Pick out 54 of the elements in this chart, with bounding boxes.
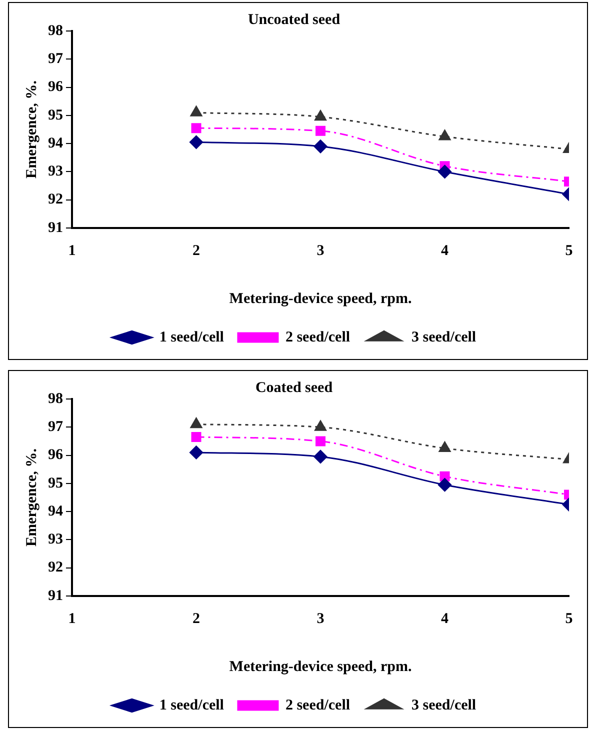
x-tick-label: 5 bbox=[565, 610, 573, 627]
point bbox=[314, 110, 326, 121]
y-tick-label: 95 bbox=[48, 475, 63, 492]
point bbox=[190, 106, 202, 116]
chart-title: Uncoated seed bbox=[248, 12, 341, 28]
y-tick-label: 92 bbox=[48, 560, 63, 576]
point bbox=[314, 420, 326, 431]
point bbox=[316, 436, 326, 446]
y-tick-label: 97 bbox=[48, 51, 64, 68]
legend-label: 1 seed/cell bbox=[159, 329, 224, 346]
y-tick-label: 98 bbox=[48, 390, 63, 407]
x-tick-label: 2 bbox=[192, 610, 200, 627]
x-tick-label: 3 bbox=[316, 610, 324, 627]
y-tick-label: 93 bbox=[48, 532, 63, 548]
x-axis-title: Metering-device speed, rpm. bbox=[229, 658, 412, 675]
legend-label: 1 seed/cell bbox=[159, 697, 224, 714]
x-tick-label: 4 bbox=[441, 610, 449, 627]
x-tick-label: 4 bbox=[441, 242, 449, 259]
y-tick-label: 92 bbox=[48, 192, 63, 208]
point bbox=[190, 135, 203, 149]
point bbox=[314, 140, 328, 154]
y-tick-label: 96 bbox=[48, 447, 64, 464]
y-tick-label: 93 bbox=[48, 164, 63, 180]
y-tick-label: 98 bbox=[48, 22, 63, 39]
x-tick-label: 2 bbox=[192, 242, 200, 259]
point bbox=[316, 126, 326, 136]
point bbox=[190, 418, 202, 428]
point bbox=[438, 442, 451, 452]
y-axis-title: Emergence, %. bbox=[24, 80, 40, 178]
x-tick-label: 5 bbox=[565, 242, 573, 259]
point bbox=[191, 432, 202, 442]
y-tick-label: 96 bbox=[48, 79, 64, 96]
point bbox=[190, 446, 203, 460]
chart-title: Coated seed bbox=[255, 380, 334, 396]
y-axis-title: Emergence, %. bbox=[24, 448, 40, 546]
y-tick-label: 95 bbox=[48, 107, 63, 124]
y-tick-label: 91 bbox=[48, 220, 63, 236]
y-tick-label: 94 bbox=[48, 503, 64, 520]
point bbox=[438, 164, 452, 178]
point bbox=[438, 130, 451, 140]
legend-label: 2 seed/cell bbox=[285, 697, 350, 714]
point bbox=[314, 450, 328, 464]
x-tick-label: 1 bbox=[68, 610, 76, 627]
y-tick-label: 94 bbox=[48, 135, 64, 152]
y-tick-label: 91 bbox=[48, 588, 63, 604]
point bbox=[438, 478, 452, 492]
x-axis-title: Metering-device speed, rpm. bbox=[229, 290, 412, 307]
legend-label: 3 seed/cell bbox=[412, 329, 476, 346]
x-tick-label: 1 bbox=[68, 242, 76, 259]
legend-label: 3 seed/cell bbox=[412, 697, 476, 714]
x-tick-label: 3 bbox=[316, 242, 324, 259]
point bbox=[191, 123, 202, 134]
legend-label: 2 seed/cell bbox=[285, 329, 350, 346]
y-tick-label: 97 bbox=[48, 419, 64, 436]
